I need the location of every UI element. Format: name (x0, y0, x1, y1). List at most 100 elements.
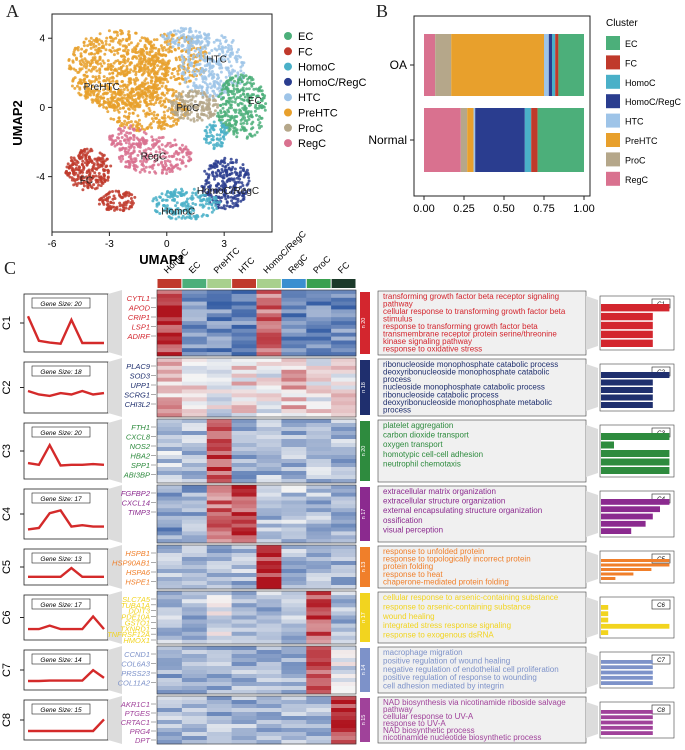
go-term-label: extracellular structure organization (383, 497, 505, 506)
heatmap-cell (206, 389, 232, 394)
umap-point (195, 63, 198, 67)
umap-point (154, 71, 158, 75)
heatmap-cell (281, 595, 307, 600)
umap-point (145, 52, 149, 56)
umap-point (199, 36, 203, 39)
heatmap-cell (157, 479, 183, 484)
umap-point (89, 69, 93, 73)
heatmap-cell (181, 389, 208, 394)
umap-point (163, 77, 167, 81)
heatmap-cell (181, 467, 208, 472)
umap-point (163, 116, 167, 120)
heatmap-cell (331, 361, 357, 367)
umap-point (114, 189, 118, 193)
heatmap-cell (331, 401, 357, 406)
umap-point (117, 155, 121, 159)
heatmap-cell (181, 696, 208, 701)
umap-point (206, 91, 209, 95)
umap-point (216, 87, 220, 91)
umap-point (134, 70, 138, 74)
umap-point (112, 205, 116, 209)
heatmap-cell (331, 720, 357, 725)
heatmap-cell (306, 523, 332, 528)
umap-point (150, 69, 154, 73)
heatmap-cell (331, 585, 357, 590)
heatmap-cell (206, 485, 232, 490)
umap-point (77, 70, 81, 74)
heatmap-cell (181, 549, 208, 554)
umap-point (174, 164, 178, 168)
heatmap-cell (231, 595, 257, 600)
umap-point (99, 62, 103, 66)
gene-label: APOD (128, 304, 151, 313)
gene-label: HMOX1 (123, 636, 150, 645)
umap-point (243, 107, 247, 111)
heatmap-cell (157, 459, 183, 464)
heatmap-cell (281, 401, 307, 406)
umap-point (68, 171, 72, 175)
umap-point (193, 49, 197, 53)
heatmap-cell (331, 443, 357, 448)
umap-point (179, 34, 183, 38)
umap-point (230, 40, 234, 44)
umap-point (143, 63, 147, 67)
umap-point (231, 161, 235, 165)
umap-point (133, 157, 136, 161)
go-term-label: homotypic cell-cell adhesion (383, 450, 483, 459)
umap-point (72, 156, 76, 160)
umap-point (175, 112, 179, 116)
stacked-bar-segment (424, 34, 436, 96)
heatmap-cell (306, 674, 332, 679)
heatmap-cell (331, 369, 357, 374)
enrichment-bar (601, 402, 653, 408)
umap-point (117, 120, 121, 123)
umap-point (140, 62, 144, 66)
cluster-connector (108, 419, 122, 483)
umap-point (186, 76, 190, 80)
heatmap-cell (157, 321, 183, 326)
umap-point (144, 165, 148, 169)
umap-point (120, 124, 124, 128)
heatmap-cell (231, 479, 257, 484)
heatmap-cell (157, 471, 183, 476)
umap-point (176, 72, 180, 76)
umap-point (186, 66, 190, 70)
umap-point (82, 148, 86, 152)
umap-point (146, 125, 150, 129)
umap-point (242, 76, 246, 79)
heatmap-cell (306, 340, 332, 345)
umap-legend-swatch (284, 32, 292, 40)
heatmap-cell (281, 535, 307, 540)
heatmap-cell (157, 700, 183, 705)
heatmap-cell (181, 324, 208, 330)
umap-point (181, 62, 185, 66)
umap-point (168, 88, 172, 92)
heatmap-cell (331, 467, 357, 472)
umap-point (187, 37, 190, 41)
umap-point (248, 100, 251, 104)
heatmap-cell (281, 515, 307, 521)
heatmap-cell (206, 358, 232, 363)
heatmap-cell (206, 467, 232, 472)
heatmap-cell (157, 549, 183, 554)
stacked-bar-segment (475, 108, 525, 172)
umap-point (242, 126, 246, 130)
heatmap-cell (231, 708, 257, 713)
heatmap-cell (256, 485, 282, 490)
heatmap-cell (231, 607, 257, 612)
heatmap-cell (181, 531, 208, 536)
heatmap-cell (281, 700, 307, 705)
heatmap-cell (331, 569, 357, 574)
heatmap-cell (331, 674, 357, 679)
umap-point (82, 179, 86, 183)
heatmap-cell (331, 301, 357, 306)
umap-point (166, 70, 170, 73)
heatmap-cell (231, 324, 257, 330)
umap-point (126, 137, 130, 141)
umap-point (239, 185, 243, 189)
heatmap-cell (256, 619, 282, 624)
heatmap-cell (281, 385, 307, 390)
heatmap-cell (157, 369, 183, 374)
go-term-label: neutrophil chemotaxis (383, 459, 461, 468)
